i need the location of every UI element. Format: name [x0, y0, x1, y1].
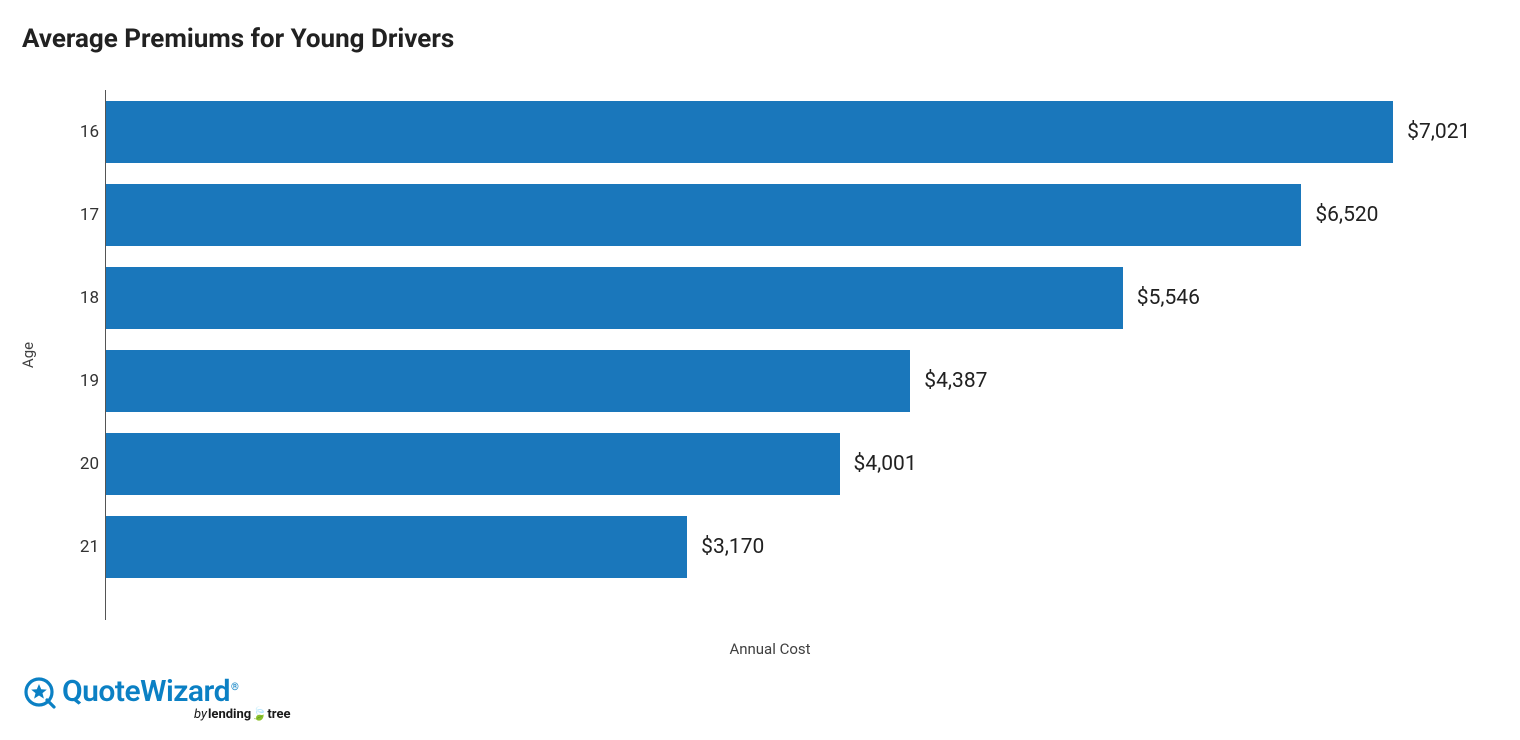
- y-axis-label: Age: [19, 342, 37, 368]
- brand-logo: QuoteWizard® bylending🍃tree: [22, 675, 291, 722]
- value-label: $6,520: [1315, 203, 1378, 227]
- value-label: $7,021: [1407, 120, 1470, 144]
- bar: [106, 267, 1123, 329]
- brand-subline: bylending🍃tree: [194, 707, 291, 722]
- bar-row: 18$5,546: [106, 256, 1480, 339]
- bar-row: 20$4,001: [106, 422, 1480, 505]
- bar: [106, 516, 687, 578]
- bar: [106, 184, 1301, 246]
- category-label: 17: [61, 205, 99, 225]
- category-label: 18: [61, 288, 99, 308]
- bar: [106, 433, 840, 495]
- value-label: $3,170: [701, 535, 764, 559]
- bar: [106, 101, 1393, 163]
- plot-area: 16$7,02117$6,52018$5,54619$4,38720$4,001…: [105, 90, 1480, 620]
- chart-title: Average Premiums for Young Drivers: [22, 24, 454, 54]
- category-label: 19: [61, 371, 99, 391]
- x-axis-label: Annual Cost: [60, 640, 1480, 658]
- category-label: 20: [61, 454, 99, 474]
- value-label: $5,546: [1137, 286, 1200, 310]
- bar-chart: Age 16$7,02117$6,52018$5,54619$4,38720$4…: [60, 90, 1480, 620]
- brand-name: QuoteWizard®: [62, 677, 238, 707]
- quotewizard-icon: [22, 675, 56, 709]
- bar: [106, 350, 910, 412]
- bar-row: 21$3,170: [106, 505, 1480, 588]
- category-label: 16: [61, 122, 99, 142]
- bar-row: 16$7,021: [106, 90, 1480, 173]
- value-label: $4,387: [924, 369, 987, 393]
- category-label: 21: [61, 537, 99, 557]
- bar-row: 17$6,520: [106, 173, 1480, 256]
- bar-row: 19$4,387: [106, 339, 1480, 422]
- value-label: $4,001: [854, 452, 917, 476]
